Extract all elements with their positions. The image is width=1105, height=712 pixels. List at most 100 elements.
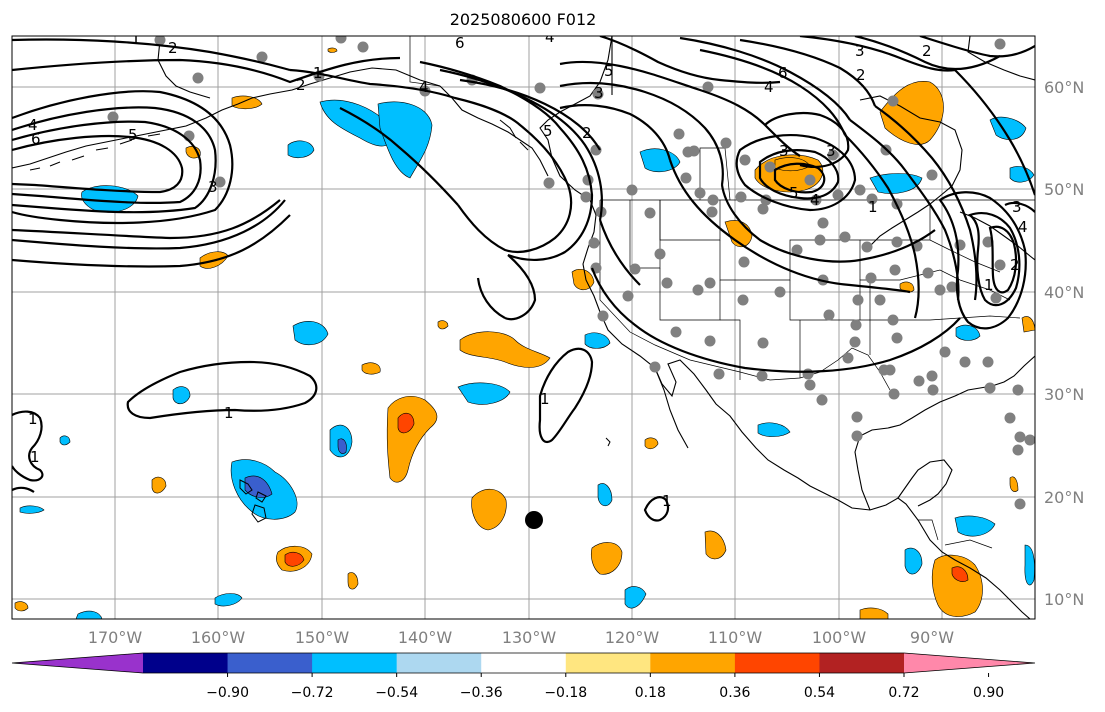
colorbar-tick-label: −0.72 [291,685,334,701]
station-dot [990,292,1002,304]
station-dot [774,286,786,298]
contour-label: 1 [28,410,38,428]
station-dot [588,237,600,249]
colorbar-segment [312,653,398,673]
map-title: 2025080600 F012 [449,10,597,29]
contour-label: 1 [224,404,234,422]
contour-label: 1 [540,390,550,408]
colorbar-segment [227,653,313,673]
station-dot [592,88,604,100]
station-dot [702,81,714,93]
contour-label: 1 [30,448,40,466]
colorbar-segment [396,653,482,673]
station-dot [851,411,863,423]
contour-label: 2 [168,39,178,57]
station-dot [704,277,716,289]
lon-label: 140°W [398,628,453,647]
latitude-labels: 60°N 50°N 40°N 30°N 20°N 10°N [1044,78,1084,609]
station-dot [852,294,864,306]
station-dot [926,169,938,181]
station-dot [670,326,682,338]
contour-label: 3 [779,142,789,160]
contour-label: 2 [856,66,866,84]
station-dot [720,137,732,149]
station-dot [622,290,634,302]
station-dot [804,379,816,391]
station-dot [692,284,704,296]
station-dot [654,248,666,260]
station-dot [850,319,862,331]
map-background [12,36,1035,619]
contour-label: 3 [855,42,865,60]
station-dot [644,207,656,219]
lon-label: 90°W [910,628,954,647]
anomaly-fill [14,47,1035,619]
contour-label: 3 [594,84,604,102]
lon-label: 110°W [708,628,763,647]
station-dot [580,191,592,203]
station-dot [1012,384,1024,396]
station-dot [994,38,1006,50]
station-dot [984,382,996,394]
station-dot [827,149,839,161]
colorbar-tick-label: 0.72 [888,685,919,701]
station-dot [804,174,816,186]
contour-label: 2 [1010,256,1020,274]
contour-label: 1 [984,276,994,294]
colorbar-extend-low [12,653,143,673]
station-dot [927,384,939,396]
station-dot [839,231,851,243]
station-dot [887,95,899,107]
station-dot [673,128,685,140]
colorbar-tick-labels: −0.90 −0.72 −0.54 −0.36 −0.18 0.18 0.36 0.54 0.7… [206,685,1004,701]
station-dot [926,370,938,382]
contour-label: 2 [922,42,932,60]
station-dot [866,193,878,205]
lon-label: 170°W [88,628,143,647]
colorbar-segment [734,653,820,673]
contour-label: 3 [1012,198,1022,216]
station-dot [832,189,844,201]
colorbar-tick-label: 0.36 [719,685,750,701]
colorbar-tick-label: −0.90 [206,685,249,701]
station-dot [878,364,890,376]
station-dot [814,234,826,246]
colorbar-tick-label: 0.18 [635,685,666,701]
station-dot [707,194,719,206]
colorbar-tick-label: 0.54 [804,685,835,701]
station-dot [982,356,994,368]
longitude-labels: 170°W 160°W 150°W 140°W 130°W 120°W 110°… [88,628,954,647]
station-dot [854,184,866,196]
contour-label: 6 [31,130,41,148]
contour-label: 1 [868,198,878,216]
station-dot [922,267,934,279]
station-dot [107,111,119,123]
station-dot [757,337,769,349]
station-dot [851,430,863,442]
station-dot [661,277,673,289]
lat-label: 60°N [1044,78,1084,97]
station-dot [816,394,828,406]
colorbar-outline [11,652,1036,674]
station-dot [994,259,1006,271]
contour-label: 5 [128,126,138,144]
lat-label: 50°N [1044,180,1084,199]
station-dot [891,236,903,248]
colorbar [11,652,1036,677]
station-dot [256,51,268,63]
coastlines [12,36,1035,619]
colorbar-segment [565,653,651,673]
station-dot [946,281,958,293]
contour-label: 2 [582,124,592,142]
station-dot [534,82,546,94]
islands [29,119,611,523]
station-dot [959,356,971,368]
station-dot [706,206,718,218]
colorbar-segment [650,653,736,673]
station-dot [154,36,166,46]
station-dot [649,361,661,373]
station-dot [543,177,555,189]
colorbar-segment [143,653,229,673]
station-dot [889,264,901,276]
